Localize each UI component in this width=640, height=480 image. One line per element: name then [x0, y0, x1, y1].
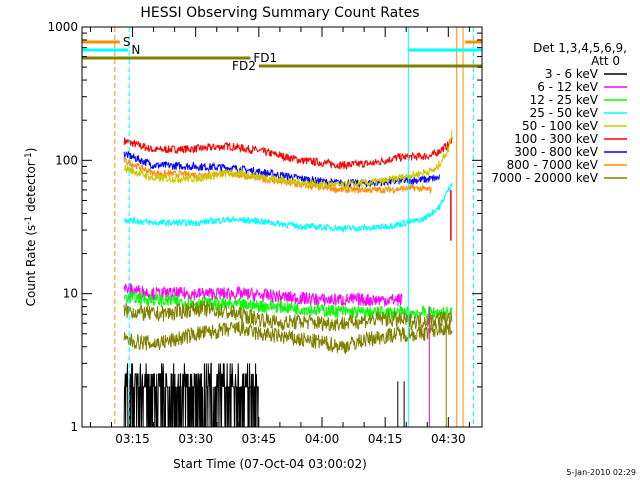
y-tick-label: 1: [70, 420, 78, 434]
legend-header-line-2: Att 0: [591, 54, 620, 68]
series-line-green: [123, 290, 453, 321]
legend-entry-label: 3 - 6 keV: [545, 67, 599, 81]
legend-entry-label: 300 - 800 keV: [514, 145, 598, 159]
series-line-blue: [123, 150, 440, 189]
x-tick-label: 03:45: [242, 432, 277, 446]
legend-entry-label: 50 - 100 keV: [522, 119, 599, 133]
y-axis-label: Count Rate (s-1 detector-1): [24, 148, 38, 307]
footer-date: 5-Jan-2010 02:29: [566, 468, 636, 477]
x-axis-label: Start Time (07-Oct-04 03:00:02): [173, 457, 367, 471]
series-line-cyan: [123, 183, 453, 234]
series-line-magenta: [123, 282, 403, 307]
plot-frame: [81, 26, 483, 428]
series-line-orange: [123, 157, 432, 195]
x-tick-label: 04:30: [431, 432, 466, 446]
legend-entry-label: 25 - 50 keV: [530, 106, 599, 120]
state-bar-label-fd2: FD2: [232, 59, 256, 73]
state-bar-label-s: S: [123, 35, 131, 49]
series-line-olive_low: [123, 320, 453, 354]
legend-entry-label: 800 - 7000 keV: [507, 158, 599, 172]
chart-title: HESSI Observing Summary Count Rates: [140, 5, 419, 21]
series-line-3-6-kev: [123, 362, 259, 427]
legend-entry-label: 6 - 12 keV: [537, 80, 599, 94]
legend-header-line-1: Det 1,3,4,5,6,9,: [533, 41, 627, 55]
x-tick-label: 03:30: [178, 432, 213, 446]
legend-entry-label: 7000 - 20000 keV: [491, 171, 598, 185]
legend-entry-label: 100 - 300 keV: [514, 132, 598, 146]
state-bar-label-fd1: FD1: [253, 51, 277, 65]
legend-entry-label: 12 - 25 keV: [530, 93, 599, 107]
series-line-red: [123, 136, 453, 171]
y-axis: 1 10 100 1000: [47, 20, 482, 434]
x-tick-label: 04:15: [368, 432, 403, 446]
series-line-olive: [123, 300, 453, 332]
x-tick-label: 03:15: [115, 432, 150, 446]
state-bar-label-n: N: [131, 43, 140, 57]
y-tick-label: 10: [63, 287, 78, 301]
y-tick-label: 1000: [47, 20, 78, 34]
series-line-yellow: [123, 130, 453, 189]
plot-content: [82, 27, 482, 427]
x-tick-label: 04:00: [305, 432, 340, 446]
x-axis: 03:15 03:30 03:45 04:00 04:15 04:30: [89, 27, 470, 446]
y-tick-label: 100: [55, 153, 78, 167]
